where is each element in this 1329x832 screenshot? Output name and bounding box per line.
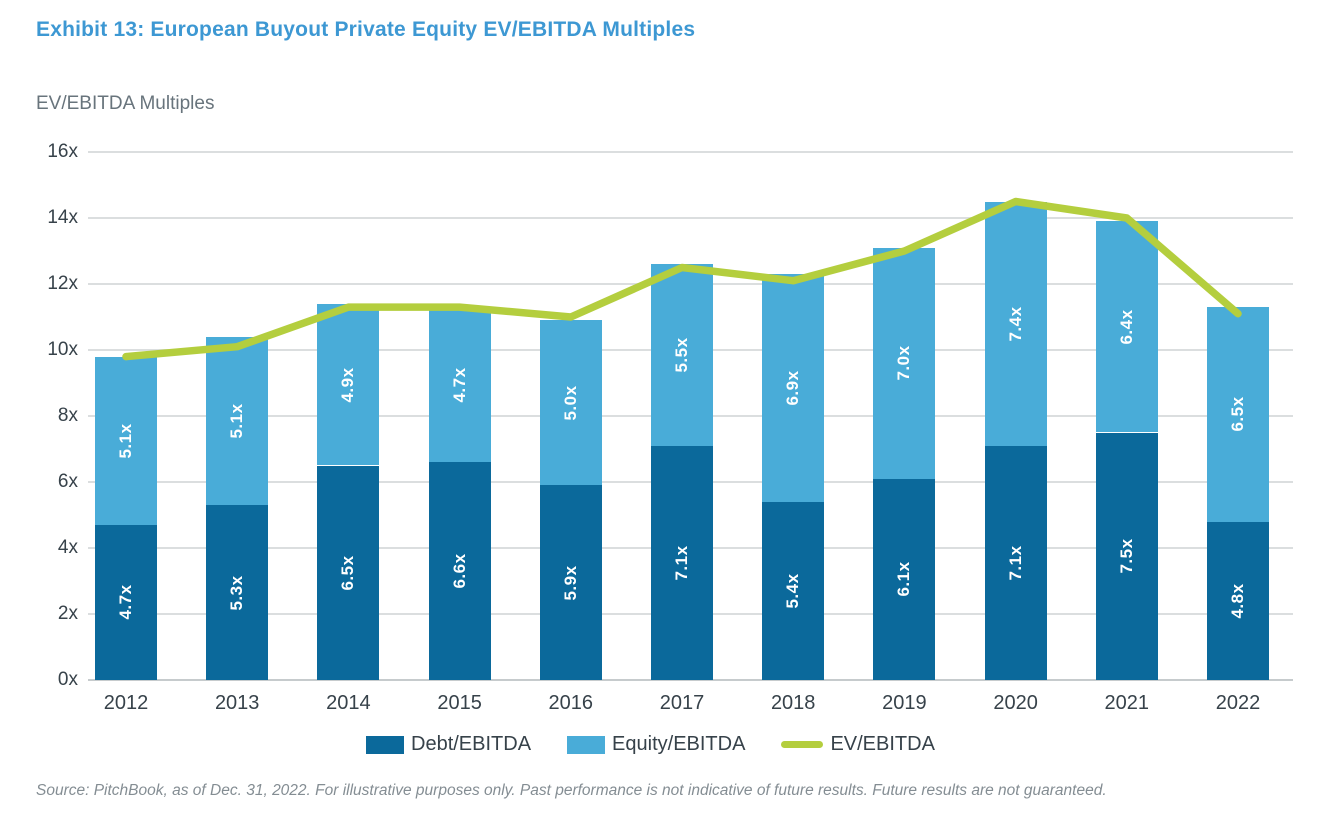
bar-value-label: 6.5x [338,555,358,591]
y-tick-label: 4x [57,537,78,558]
bar-segment-debt: 5.3x [206,505,269,680]
bar-segment-equity: 6.4x [1095,221,1158,433]
y-tick-label: 10x [47,339,78,360]
bar-segment-equity: 6.9x [762,274,825,502]
y-tick-label: 0x [57,669,78,690]
x-tick-label: 2021 [1104,692,1150,714]
legend-label: EV/EBITDA [830,733,935,755]
bar-segment-debt: 4.7x [95,524,157,680]
y-tick-label: 16x [47,141,78,162]
bar-segment-equity: 5.1x [95,356,157,525]
legend-line-swatch [781,741,824,748]
x-axis-baseline [88,679,1293,681]
bar-segment-debt: 6.1x [873,478,936,680]
bar-segment-equity: 5.1x [206,336,269,506]
legend-item: Equity/EBITDA [567,733,745,756]
y-axis-title: EV/EBITDA Multiples [36,93,215,114]
bar-value-label: 5.5x [672,337,691,373]
bar-segment-debt: 6.6x [428,462,491,680]
bar-value-label: 7.0x [894,345,914,381]
legend-square-swatch [567,735,606,754]
legend-square-swatch [366,735,404,754]
bar-segment-equity: 7.0x [873,247,936,479]
gridline [88,217,1293,219]
bar-segment-debt: 6.5x [317,465,380,680]
legend-label: Debt/EBITDA [411,733,532,755]
x-tick-label: 2016 [548,692,594,714]
bar-value-label: 5.1x [116,423,135,459]
bar-segment-debt: 7.5x [1095,432,1158,680]
bar-value-label: 6.6x [449,553,469,589]
y-tick-label: 8x [57,405,78,426]
x-tick-label: 2015 [437,692,482,714]
bar-value-label: 5.9x [560,565,580,601]
bar-value-label: 4.8x [1228,583,1247,619]
bar-value-label: 7.1x [672,545,691,581]
source-note: Source: PitchBook, as of Dec. 31, 2022. … [36,782,1107,799]
bar-value-label: 7.1x [1005,545,1025,581]
x-tick-label: 2013 [214,692,260,714]
y-tick-label: 12x [47,273,78,294]
bar-value-label: 6.9x [783,370,803,406]
x-tick-label: 2014 [326,692,371,714]
bar-segment-debt: 5.4x [762,501,825,680]
exhibit-title: Exhibit 13: European Buyout Private Equi… [36,18,696,41]
bar-segment-equity: 4.9x [317,303,380,466]
bar-segment-equity: 7.4x [984,201,1047,446]
legend-label: Equity/EBITDA [612,733,746,755]
bar-value-label: 4.7x [449,367,469,403]
legend-item: Debt/EBITDA [366,733,531,756]
bar-value-label: 6.5x [1228,396,1247,432]
bar-value-label: 7.5x [1116,538,1136,574]
bar-value-label: 5.0x [560,385,580,421]
x-tick-label: 2017 [659,692,705,714]
legend: Debt/EBITDA Equity/EBITDA EV/EBITDA [366,733,935,756]
bar-segment-debt: 7.1x [651,445,713,680]
bar-value-label: 4.9x [338,367,358,403]
x-tick-label: 2020 [993,692,1038,714]
x-tick-label: 2022 [1215,692,1261,714]
bar-value-label: 6.1x [894,561,914,597]
y-tick-label: 2x [57,603,78,624]
x-tick-label: 2019 [882,692,927,714]
bar-value-label: 5.1x [227,403,247,439]
bar-segment-debt: 5.9x [539,485,602,680]
bar-value-label: 5.3x [227,574,247,611]
bar-segment-equity: 4.7x [428,307,491,463]
x-tick-label: 2012 [103,692,149,714]
bar-segment-equity: 5.5x [651,264,713,446]
bar-segment-equity: 5.0x [539,320,602,486]
bar-segment-debt: 7.1x [984,445,1047,680]
bar-value-label: 4.7x [116,584,135,620]
y-tick-label: 14x [47,207,78,228]
bar-value-label: 6.4x [1116,309,1136,345]
bar-value-label: 5.4x [783,573,803,609]
bar-segment-debt: 4.8x [1207,521,1269,680]
x-tick-label: 2018 [770,692,816,714]
bar-value-label: 7.4x [1005,306,1025,342]
legend-item: EV/EBITDA [781,733,935,756]
y-tick-label: 6x [57,471,78,492]
bar-segment-equity: 6.5x [1207,307,1269,522]
gridline [88,151,1293,153]
